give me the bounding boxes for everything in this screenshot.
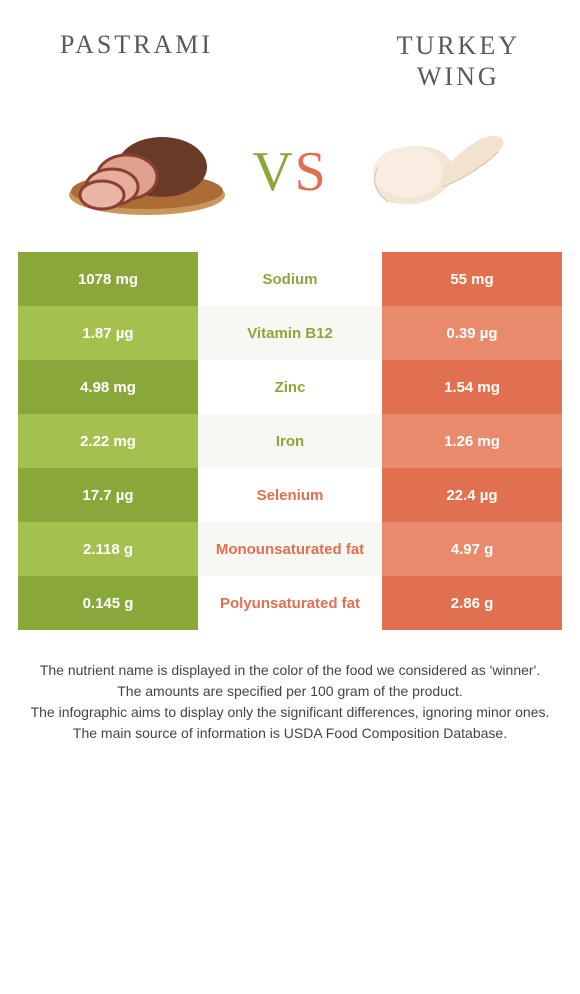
right-value: 22.4 µg [382,468,562,522]
left-value: 1078 mg [18,252,198,306]
right-value: 0.39 µg [382,306,562,360]
vs-label: VS [252,140,328,204]
table-row: 0.145 gPolyunsaturated fat2.86 g [18,576,562,630]
pastrami-image [62,117,232,227]
footer-line1: The nutrient name is displayed in the co… [20,660,560,681]
footer-line4: The main source of information is USDA F… [20,723,560,744]
nutrient-name: Sodium [198,252,382,306]
nutrient-name: Vitamin B12 [198,306,382,360]
left-value: 2.22 mg [18,414,198,468]
nutrient-name: Iron [198,414,382,468]
table-row: 1.87 µgVitamin B120.39 µg [18,306,562,360]
table-row: 4.98 mgZinc1.54 mg [18,360,562,414]
header: Pastrami Turkey wing [0,0,580,102]
table-row: 2.118 gMonounsaturated fat4.97 g [18,522,562,576]
right-value: 55 mg [382,252,562,306]
left-value: 17.7 µg [18,468,198,522]
table-row: 2.22 mgIron1.26 mg [18,414,562,468]
nutrient-name: Selenium [198,468,382,522]
right-value: 1.54 mg [382,360,562,414]
vs-s: S [295,141,328,203]
title-right: Turkey wing [397,30,520,92]
footer: The nutrient name is displayed in the co… [0,630,580,744]
left-value: 0.145 g [18,576,198,630]
nutrient-name: Monounsaturated fat [198,522,382,576]
table-row: 1078 mgSodium55 mg [18,252,562,306]
right-value: 2.86 g [382,576,562,630]
right-value: 4.97 g [382,522,562,576]
nutrient-name: Zinc [198,360,382,414]
table-row: 17.7 µgSelenium22.4 µg [18,468,562,522]
right-value: 1.26 mg [382,414,562,468]
turkey-wing-image [348,117,518,227]
images-row: VS [0,102,580,252]
left-value: 4.98 mg [18,360,198,414]
left-value: 1.87 µg [18,306,198,360]
footer-line2: The amounts are specified per 100 gram o… [20,681,560,702]
nutrient-name: Polyunsaturated fat [198,576,382,630]
footer-line3: The infographic aims to display only the… [20,702,560,723]
nutrient-table: 1078 mgSodium55 mg1.87 µgVitamin B120.39… [0,252,580,630]
vs-v: V [252,141,294,203]
title-left: Pastrami [60,30,213,60]
title-right-line1: Turkey [397,31,520,60]
left-value: 2.118 g [18,522,198,576]
title-right-line2: wing [417,62,500,91]
